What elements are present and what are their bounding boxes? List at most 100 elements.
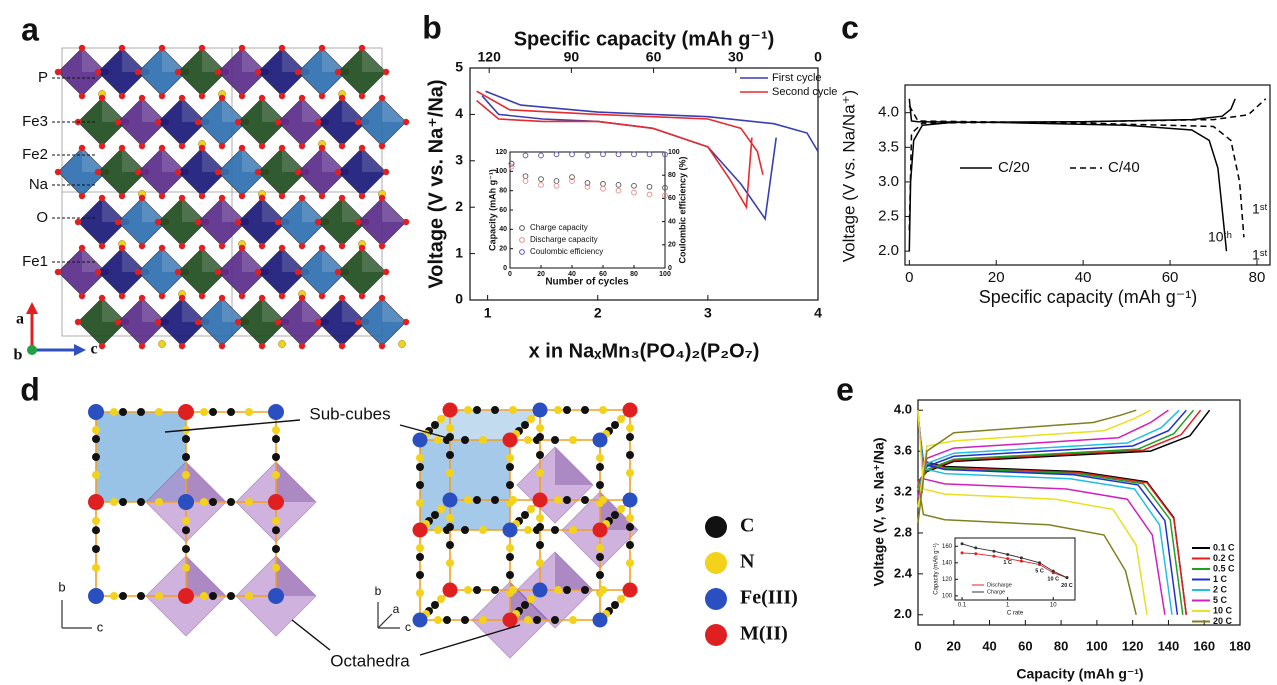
series-line (962, 552, 1068, 579)
metal-atom (88, 588, 104, 604)
lattice-atom (464, 586, 472, 594)
octahedron-face (555, 552, 593, 590)
metal-atom (178, 404, 194, 420)
metal-atom (622, 402, 638, 418)
lattice-atom (596, 571, 604, 579)
metal-atom (268, 404, 284, 420)
polyhedron-face (142, 298, 166, 322)
legend-label: C/40 (1108, 159, 1140, 176)
y-tick-label: 100 (942, 593, 953, 599)
metal-atom (178, 494, 194, 510)
lattice-atom (416, 454, 424, 462)
metal-atom (442, 582, 458, 598)
y-tick-label: 4.0 (878, 104, 899, 121)
lattice-atom (227, 408, 235, 416)
lattice-atom (563, 586, 571, 594)
lattice-atom (581, 406, 589, 414)
oxygen (378, 142, 386, 150)
oxygen (274, 318, 282, 326)
x-tick-label: 40 (982, 638, 996, 653)
oxygen (378, 294, 386, 302)
lattice-atom (596, 553, 604, 561)
metal-atom (592, 612, 608, 628)
lattice-atom (536, 541, 544, 549)
lattice-atom (524, 526, 532, 534)
x2-axis-title: Specific capacity (mAh g⁻¹) (514, 28, 775, 50)
oxygen (198, 44, 206, 52)
lattice-atom (617, 595, 625, 603)
oxygen (338, 142, 346, 150)
lattice-atom (617, 505, 625, 513)
polyhedron-face (282, 148, 306, 172)
x-tick-label: 3 (704, 305, 712, 321)
y-tick-label: 2.0 (894, 606, 912, 621)
lattice-atom (92, 453, 100, 461)
inset-point (1038, 561, 1042, 565)
lattice-atom (551, 526, 559, 534)
metal-atom (592, 432, 608, 448)
oxygen (338, 242, 346, 250)
oxygen (254, 68, 262, 76)
oxygen (354, 318, 362, 326)
oxygen (54, 68, 62, 76)
legend-label: 0.5 C (1213, 563, 1235, 573)
lattice-atom (119, 498, 127, 506)
lattice-atom (434, 436, 442, 444)
polyhedron-face (242, 248, 266, 272)
inset-point (508, 160, 515, 167)
oxygen (318, 244, 326, 252)
metal-atom (412, 612, 428, 628)
oxygen (98, 294, 106, 302)
oxygen (214, 168, 222, 176)
polyhedron-face (162, 248, 186, 272)
inset-point (584, 180, 591, 186)
polyhedron-face (102, 298, 126, 322)
polyhedron-face (82, 48, 106, 72)
lattice-atom (581, 586, 589, 594)
lattice-atom (416, 481, 424, 489)
lattice-atom (92, 471, 100, 479)
lattice-atom (536, 523, 544, 531)
oxygen (298, 294, 306, 302)
oxygen (78, 192, 86, 200)
lattice-atom (416, 499, 424, 507)
y-tick-label: 60 (499, 207, 507, 214)
x2-tick-label: 60 (646, 49, 662, 65)
y-tick-label: 1 (455, 244, 463, 260)
lattice-atom (155, 498, 163, 506)
lattice-atom (431, 421, 439, 429)
lattice-atom (92, 526, 100, 535)
lattice-atom (434, 526, 442, 534)
oxygen (94, 268, 102, 276)
x-tick-label: 20 (947, 638, 961, 653)
oxygen (378, 94, 386, 102)
inset-point (1006, 553, 1010, 557)
oxygen (338, 294, 346, 302)
lattice-atom (416, 544, 424, 552)
y2-tick-label: 100 (668, 149, 680, 156)
oxygen (114, 218, 122, 226)
oxygen (98, 94, 106, 102)
lattice-atom (563, 406, 571, 414)
inset-point (631, 151, 637, 158)
inset-point (960, 551, 964, 555)
legend-label: Second cycle (772, 86, 837, 98)
panel-label: c (841, 9, 859, 45)
lattice-atom (506, 571, 514, 579)
inset-point (662, 151, 668, 158)
lattice-atom (491, 406, 499, 414)
legend-swatch (705, 624, 727, 646)
inset-point (600, 151, 606, 158)
sodium (398, 340, 406, 348)
y-axis-title: Voltage (V vs. Na/Na⁺) (839, 90, 858, 262)
polyhedron-face (342, 298, 366, 322)
y-tick-label: 2.4 (894, 565, 913, 580)
metal-atom (268, 588, 284, 604)
oxygen (54, 268, 62, 276)
x-axis-title: x in NaₓMn₃(PO₄)₂(P₂O₇) (529, 340, 760, 362)
oxygen (154, 318, 162, 326)
inset-point (1019, 559, 1023, 563)
inset-point (538, 152, 544, 159)
inset-point (646, 151, 653, 158)
lattice-atom (272, 563, 280, 572)
